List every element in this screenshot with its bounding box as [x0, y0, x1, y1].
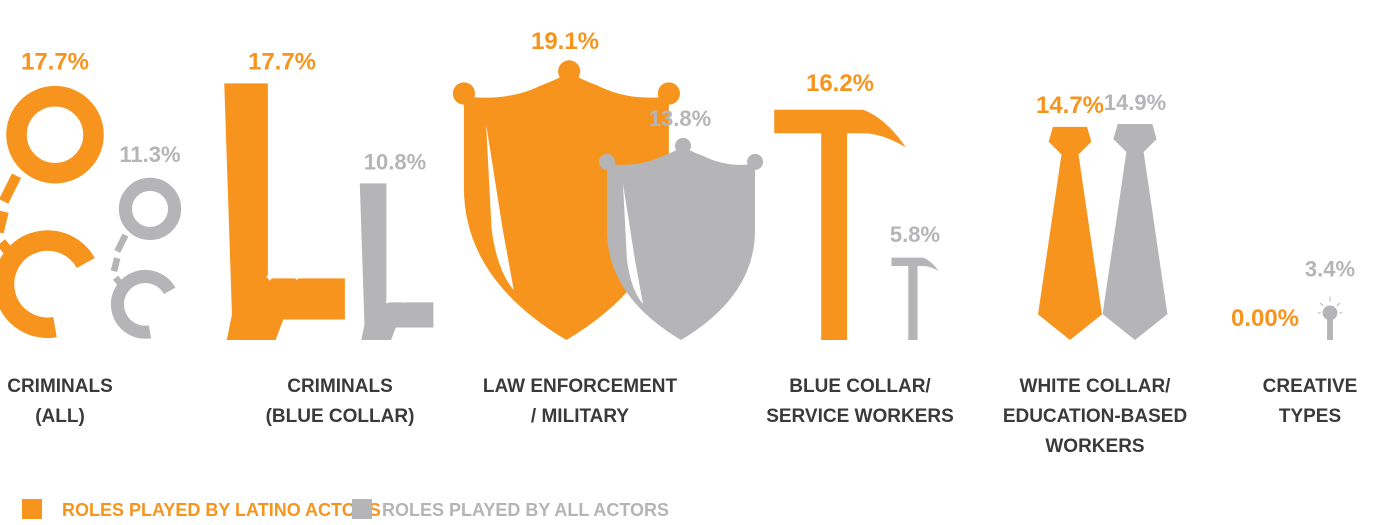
value-label: 10.8% — [364, 149, 426, 174]
category-label: (ALL) — [35, 406, 85, 427]
trigger — [266, 268, 301, 281]
icon — [774, 109, 906, 340]
value-label: 17.7% — [21, 48, 89, 75]
icon — [891, 257, 939, 340]
category-label: TYPES — [1279, 406, 1341, 427]
gun — [224, 83, 345, 340]
value-label: 3.4% — [1305, 257, 1355, 282]
knob — [452, 82, 475, 105]
icon — [598, 137, 764, 340]
icon — [359, 183, 434, 340]
icon — [1038, 126, 1102, 340]
bulb — [1322, 305, 1338, 321]
category-label: LAW ENFORCEMENT — [483, 376, 678, 397]
value-label: 11.3% — [119, 142, 180, 167]
knob — [747, 153, 764, 170]
category-label: EDUCATION-BASED — [1003, 406, 1187, 427]
value-label: 19.1% — [531, 28, 599, 55]
bulb-base — [1327, 317, 1333, 340]
cuff-ring — [0, 230, 95, 339]
trigger — [385, 296, 407, 304]
icon — [1317, 296, 1343, 340]
tie — [1038, 126, 1102, 340]
value-label: 16.2% — [806, 70, 874, 97]
value-label: 17.7% — [248, 48, 316, 75]
gun — [359, 183, 434, 340]
category-label: / MILITARY — [531, 406, 629, 427]
value-label: 14.9% — [1104, 90, 1166, 115]
category-label: WORKERS — [1045, 436, 1144, 457]
legend-swatch — [352, 499, 372, 519]
category-label: BLUE COLLAR/ — [789, 376, 931, 397]
legend-label: ROLES PLAYED BY ALL ACTORS — [382, 500, 669, 520]
shine — [622, 183, 643, 304]
knob — [558, 60, 581, 83]
value-label: 5.8% — [890, 222, 940, 247]
value-label: 13.8% — [649, 106, 711, 131]
legend-label: ROLES PLAYED BY LATINO ACTORS — [62, 500, 381, 520]
handle — [908, 264, 918, 340]
knob — [598, 153, 615, 170]
value-label: 0.00% — [1231, 305, 1299, 332]
icon — [0, 85, 104, 339]
shield — [606, 145, 756, 340]
category-label: (BLUE COLLAR) — [266, 406, 415, 427]
category-label: SERVICE WORKERS — [766, 406, 954, 427]
cuff-ring — [6, 85, 104, 184]
legend-swatch — [22, 499, 42, 519]
handle — [821, 128, 848, 340]
category-label: WHITE COLLAR/ — [1020, 376, 1172, 397]
category-label: CRIMINALS — [287, 376, 393, 397]
hammer-head — [774, 109, 906, 148]
category-label: CREATIVE — [1263, 376, 1358, 397]
category-label: CRIMINALS — [7, 376, 113, 397]
tie — [1102, 123, 1168, 340]
knob — [674, 137, 692, 154]
knob — [657, 82, 680, 105]
value-label: 14.7% — [1036, 92, 1104, 119]
icon — [224, 83, 345, 340]
cuff-ring — [110, 269, 176, 339]
chain — [0, 173, 22, 262]
shine — [486, 123, 514, 291]
chain — [110, 233, 129, 290]
icon — [1102, 123, 1168, 340]
rays — [1317, 296, 1343, 314]
icon — [110, 177, 182, 339]
cuff-ring — [118, 177, 182, 241]
